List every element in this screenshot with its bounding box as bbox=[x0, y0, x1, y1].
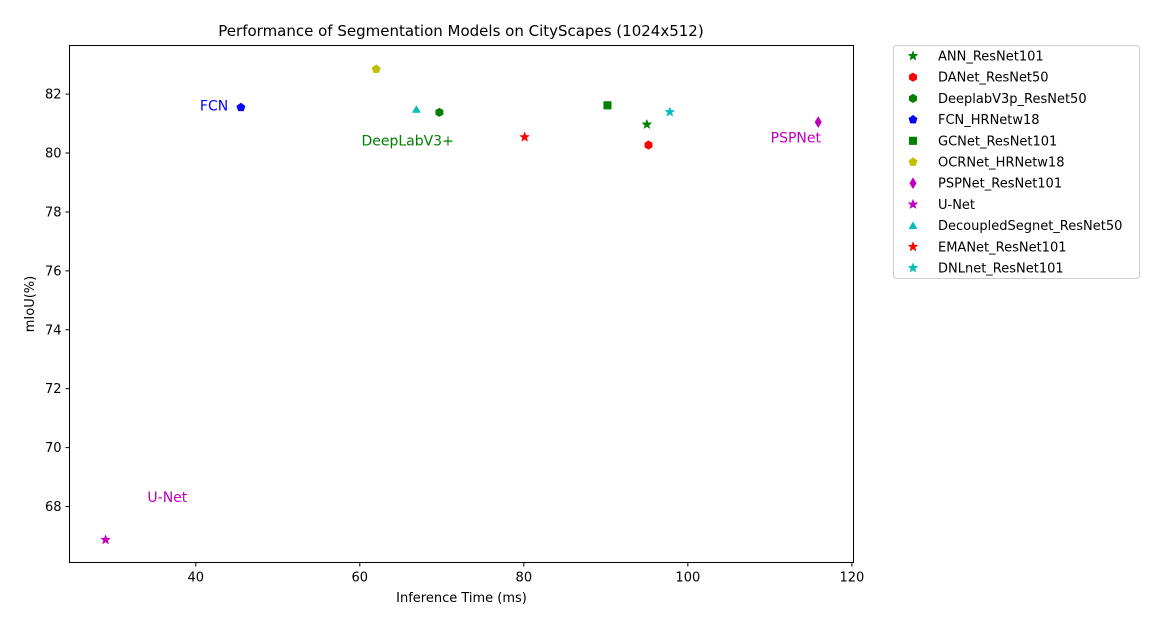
legend: ANN_ResNet101 DANet_ResNet50 DeeplabV3p_Re… bbox=[893, 45, 1140, 279]
plot-area: FCN DeepLabV3+ PSPNet U-Net bbox=[100, 64, 822, 545]
legend-marker bbox=[907, 50, 919, 61]
y-tick-label: 74 bbox=[45, 323, 62, 338]
legend-item: DANet_ResNet50 bbox=[909, 71, 1049, 86]
annotation-label: FCN bbox=[200, 98, 228, 114]
legend-label: DANet_ResNet50 bbox=[938, 71, 1049, 86]
legend-marker bbox=[908, 136, 918, 145]
data-point bbox=[371, 64, 381, 73]
legend-label: ANN_ResNet101 bbox=[938, 50, 1044, 65]
legend-label: U-Net bbox=[938, 198, 975, 213]
data-point bbox=[100, 534, 112, 545]
y-tick-label: 80 bbox=[45, 147, 62, 162]
legend-item: DecoupledSegnet_ResNet50 bbox=[908, 219, 1122, 234]
legend-marker bbox=[908, 114, 918, 124]
legend-marker bbox=[908, 157, 918, 166]
x-tick-label: 60 bbox=[352, 571, 369, 586]
legend-item: FCN_HRNetw18 bbox=[908, 113, 1040, 128]
data-point bbox=[435, 107, 444, 117]
data-point bbox=[664, 106, 676, 117]
legend-marker bbox=[908, 221, 918, 229]
annotation-label: PSPNet bbox=[771, 131, 822, 147]
legend-marker bbox=[909, 93, 917, 103]
legend-label: DeeplabV3p_ResNet50 bbox=[938, 92, 1087, 107]
legend-item: OCRNet_HRNetw18 bbox=[908, 156, 1064, 171]
legend-label: PSPNet_ResNet101 bbox=[938, 177, 1062, 192]
legend-item: U-Net bbox=[907, 198, 975, 213]
x-axis-label: Inference Time (ms) bbox=[396, 591, 527, 606]
x-axis: 40 60 80 100 120 bbox=[188, 562, 864, 586]
chart-title: Performance of Segmentation Models on Ci… bbox=[218, 22, 703, 40]
legend-marker bbox=[909, 177, 917, 190]
legend-label: DecoupledSegnet_ResNet50 bbox=[938, 219, 1122, 234]
x-tick-label: 40 bbox=[188, 571, 205, 586]
y-tick-label: 76 bbox=[45, 264, 62, 279]
legend-item: ANN_ResNet101 bbox=[907, 50, 1044, 65]
x-tick-label: 120 bbox=[839, 571, 864, 586]
data-point bbox=[411, 105, 421, 113]
legend-item: PSPNet_ResNet101 bbox=[909, 177, 1062, 192]
legend-label: FCN_HRNetw18 bbox=[938, 113, 1040, 128]
legend-item: EMANet_ResNet101 bbox=[907, 240, 1067, 255]
data-point bbox=[641, 118, 653, 130]
legend-label: DNLnet_ResNet101 bbox=[938, 262, 1064, 277]
y-tick-label: 70 bbox=[45, 441, 62, 456]
data-point bbox=[644, 140, 653, 150]
plot-frame bbox=[69, 45, 854, 563]
data-point bbox=[814, 116, 822, 129]
legend-marker bbox=[907, 262, 919, 273]
legend-marker bbox=[909, 72, 917, 82]
legend-label: OCRNet_HRNetw18 bbox=[938, 156, 1064, 171]
data-point bbox=[519, 131, 531, 142]
legend-box bbox=[893, 45, 1140, 279]
y-axis-label: mIoU(%) bbox=[23, 276, 38, 332]
legend-item: DeeplabV3p_ResNet50 bbox=[909, 92, 1087, 107]
legend-marker bbox=[907, 198, 919, 210]
legend-label: EMANet_ResNet101 bbox=[938, 240, 1067, 255]
data-point bbox=[236, 102, 246, 112]
annotation-label: U-Net bbox=[147, 490, 187, 506]
data-point bbox=[603, 101, 612, 110]
y-axis: 68 70 72 74 76 78 80 82 bbox=[45, 88, 70, 515]
legend-label: GCNet_ResNet101 bbox=[938, 134, 1057, 149]
y-tick-label: 78 bbox=[45, 205, 62, 220]
legend-item: GCNet_ResNet101 bbox=[908, 134, 1057, 149]
y-tick-label: 82 bbox=[45, 88, 62, 103]
legend-item: DNLnet_ResNet101 bbox=[907, 262, 1064, 277]
annotation-label: DeepLabV3+ bbox=[361, 134, 453, 150]
y-tick-label: 72 bbox=[45, 382, 62, 397]
y-tick-label: 68 bbox=[45, 500, 62, 515]
x-tick-label: 100 bbox=[675, 571, 700, 586]
x-tick-label: 80 bbox=[516, 571, 533, 586]
legend-marker bbox=[907, 241, 919, 252]
